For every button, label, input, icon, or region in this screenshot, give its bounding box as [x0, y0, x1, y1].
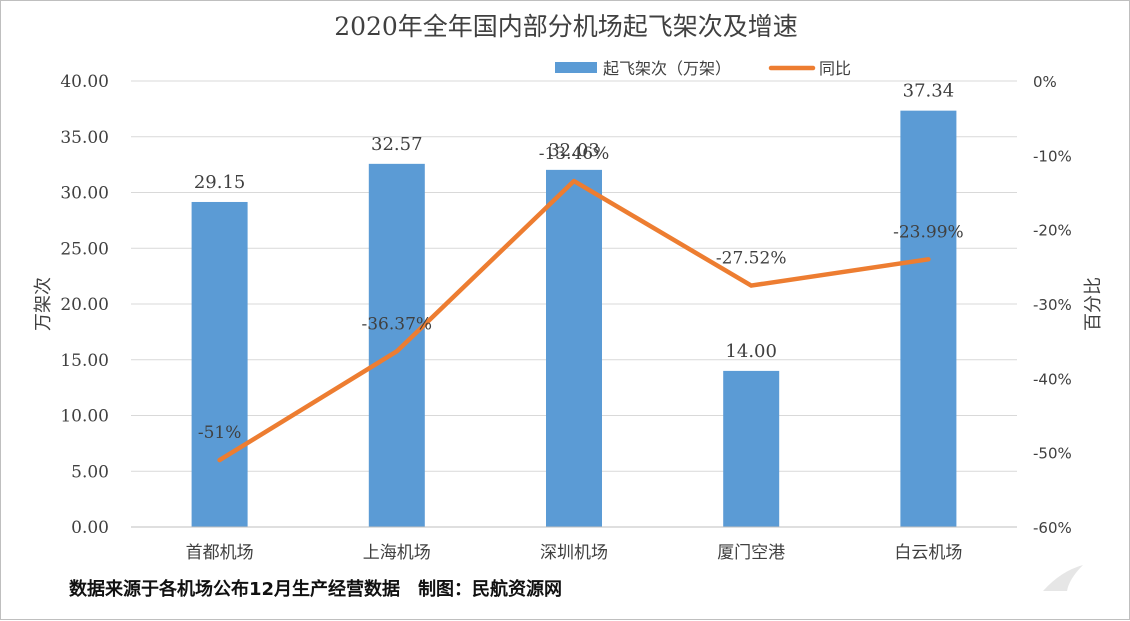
y2-tick-label: 0% [1033, 73, 1057, 91]
x-tick-label: 首都机场 [186, 543, 254, 563]
line-value-label: -13.46% [539, 144, 610, 164]
bar [723, 370, 780, 527]
credit-note: 制图：民航资源网 [418, 579, 563, 600]
source-note: 数据来源于各机场公布12月生产经营数据 [69, 579, 401, 600]
bar [546, 169, 602, 528]
series-line [217, 178, 931, 463]
y2-tick-label: -60% [1033, 519, 1072, 537]
y-tick-label: 35.00 [60, 128, 109, 148]
line-value-label: -36.37% [362, 314, 433, 334]
legend-label: 同比 [819, 59, 851, 78]
bar [900, 110, 957, 527]
x-tick-label: 厦门空港 [717, 543, 785, 563]
y2-tick-label: -50% [1033, 445, 1072, 463]
y-tick-label: 15.00 [60, 351, 109, 371]
y-tick-label: 40.00 [60, 72, 109, 92]
y-axis-label: 万架次 [33, 277, 54, 331]
x-tick-label: 上海机场 [363, 543, 431, 563]
line-value-label: -51% [198, 423, 242, 443]
y2-tick-label: -30% [1033, 296, 1072, 314]
bar-value-label: 32.57 [371, 134, 423, 155]
bar-value-label: 29.15 [194, 172, 246, 193]
line-value-label: -23.99% [893, 222, 964, 242]
y-tick-label: 25.00 [60, 239, 109, 259]
bar [191, 201, 248, 528]
line-value-label: -27.52% [716, 249, 787, 269]
y2-tick-label: -20% [1033, 222, 1072, 240]
y2-axis-label: 百分比 [1083, 277, 1104, 331]
x-tick-label: 深圳机场 [540, 543, 608, 563]
y-tick-label: 10.00 [60, 407, 109, 427]
chart-title: 2020年全年国内部分机场起飞架次及增速 [334, 12, 798, 41]
bar [368, 163, 425, 528]
y-tick-label: 30.00 [60, 184, 109, 204]
y-tick-label: 5.00 [71, 462, 109, 482]
y-tick-label: 0.00 [71, 518, 109, 538]
bar-value-label: 37.34 [903, 81, 955, 102]
legend-swatch-bar [555, 62, 597, 73]
legend-label: 起飞架次（万架） [603, 59, 731, 78]
bar-value-label: 14.00 [725, 341, 777, 362]
bar-value-label: 32.03 [548, 140, 600, 161]
chart-footer: 数据来源于各机场公布12月生产经营数据 制图：民航资源网 [69, 575, 562, 601]
x-tick-label: 白云机场 [894, 543, 962, 563]
y-tick-label: 20.00 [60, 295, 109, 315]
y2-tick-label: -10% [1033, 147, 1072, 165]
watermark-mark [1043, 565, 1083, 591]
y2-tick-label: -40% [1033, 370, 1072, 388]
